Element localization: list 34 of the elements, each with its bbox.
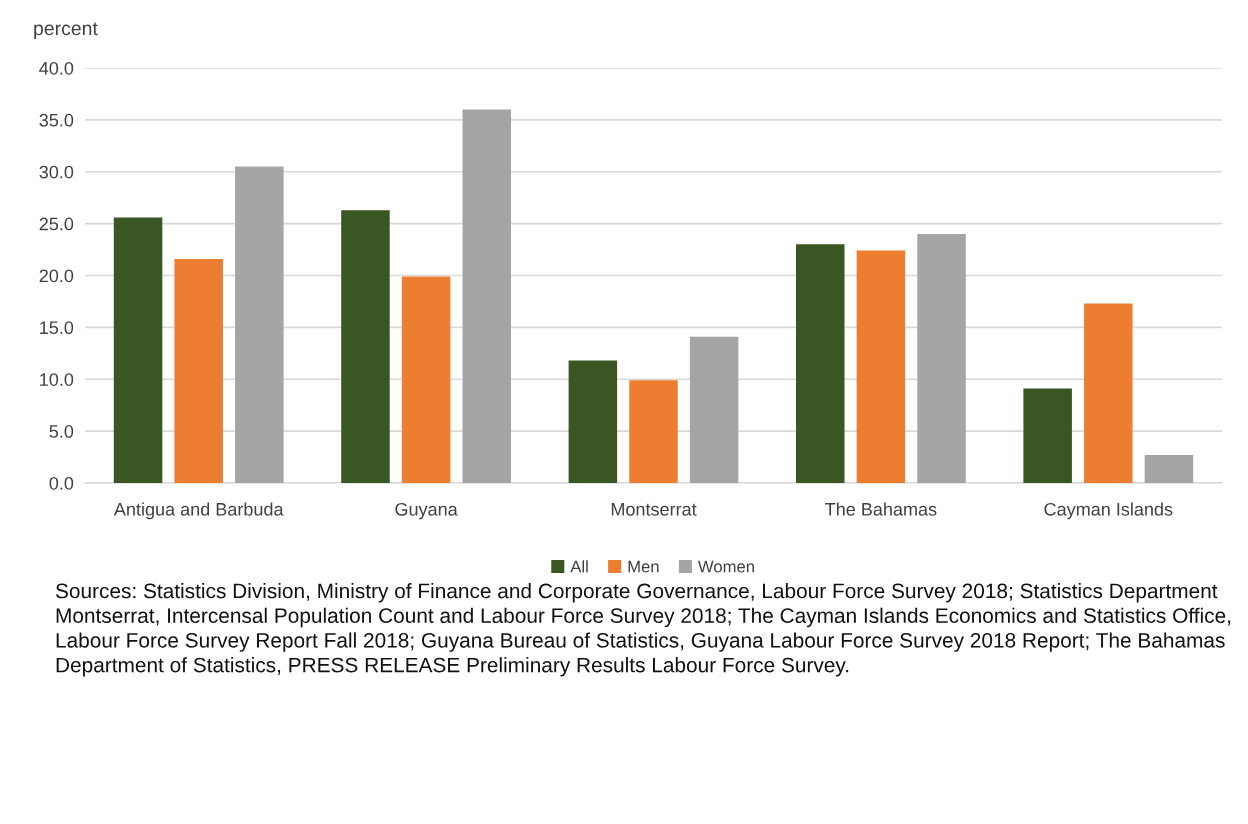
x-tick-label: The Bahamas xyxy=(825,502,937,516)
y-tick-label: 15.0 xyxy=(40,321,74,335)
x-tick-label: Montserrat xyxy=(611,503,697,516)
bar xyxy=(1144,454,1194,483)
bar xyxy=(796,244,845,483)
bar xyxy=(856,250,906,483)
bar xyxy=(568,360,618,483)
bar xyxy=(174,258,223,483)
y-axis-title: percent xyxy=(34,22,98,40)
y-tick-label: 10.0 xyxy=(40,373,74,386)
source-note: Sources: Statistics Division, Ministry of Finance and Corporate Governance, Labour Force Survey 2018; Statistics Department Montserrat, Intercensal Population Count and Labour Force Survey 2018; The Cayman Islands Economics and Statistics Office, Labour Force Survey Report Fall 2018; Guyana Bureau of Statistics, Guyana Labour Force Survey 2018 Report; The Bahamas Department of Statistics, PRESS RELEASE Preliminary Results Labour Force Survey. xyxy=(55,583,1231,677)
bar xyxy=(629,380,678,483)
bar xyxy=(401,276,451,483)
bar xyxy=(1084,303,1133,483)
bar xyxy=(235,166,284,483)
legend-label: Women xyxy=(697,560,754,573)
y-tick-label: 20.0 xyxy=(39,269,74,283)
bar xyxy=(462,109,511,483)
y-tick-label: 40.0 xyxy=(39,61,74,75)
y-tick-label: 25.0 xyxy=(39,217,74,231)
x-tick-label: Antigua and Barbuda xyxy=(113,502,284,520)
bar xyxy=(689,336,739,483)
y-tick-label: 5.0 xyxy=(49,425,74,438)
x-tick-label: Guyana xyxy=(395,502,458,520)
y-tick-label: 35.0 xyxy=(39,113,74,127)
x-tick-label: Cayman Islands xyxy=(1044,502,1173,520)
legend-label: All xyxy=(570,560,588,573)
bar xyxy=(1023,388,1072,483)
bar xyxy=(113,217,163,483)
bar xyxy=(341,210,390,483)
y-tick-label: 0.0 xyxy=(49,476,74,490)
y-tick-label: 30.0 xyxy=(39,165,74,179)
bar xyxy=(917,234,966,483)
legend-label: Men xyxy=(628,560,659,573)
